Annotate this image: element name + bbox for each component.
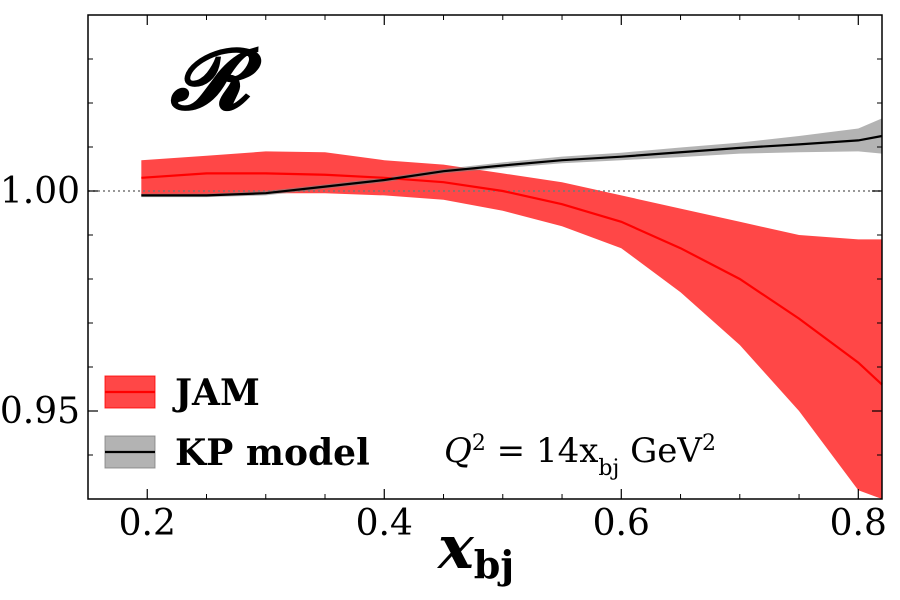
x-tick-label: 0.6: [593, 503, 650, 544]
annotation-unit-sup: 2: [702, 431, 716, 456]
x-tick-label: 0.4: [356, 503, 413, 544]
legend-label-jam: JAM: [172, 372, 260, 414]
panel-title: 𝓡: [169, 29, 263, 128]
annotation-mid: = 14x: [486, 431, 599, 471]
y-tick-label: 1.00: [0, 171, 80, 212]
annotation-q: Q: [444, 431, 472, 471]
line-kp-model: [141, 134, 883, 197]
annotation-q2: Q2 = 14xbj GeV2: [444, 431, 716, 481]
legend-label-kp-model: KP model: [175, 432, 370, 474]
line-jam: [141, 172, 883, 386]
error-bands: [141, 118, 882, 499]
annotation-unit: GeV: [619, 431, 703, 471]
x-tick-label: 0.2: [119, 503, 176, 544]
series-lines: [141, 134, 883, 386]
plot-frame: [87, 14, 883, 500]
x-axis-label-sub: bj: [474, 542, 514, 587]
annotation-q-sup: 2: [472, 431, 486, 456]
y-tick-label: 0.95: [0, 391, 80, 432]
legend: JAM KP model: [104, 372, 370, 474]
x-axis-label: xbj: [436, 513, 514, 587]
x-axis-label-main: x: [436, 513, 475, 583]
x-tick-label: 0.8: [830, 503, 887, 544]
band-jam: [141, 151, 882, 499]
axis-ticks: 0.2 0.4 0.6 0.8 0.95 1.00: [0, 14, 887, 544]
annotation-sub: bj: [598, 456, 619, 481]
